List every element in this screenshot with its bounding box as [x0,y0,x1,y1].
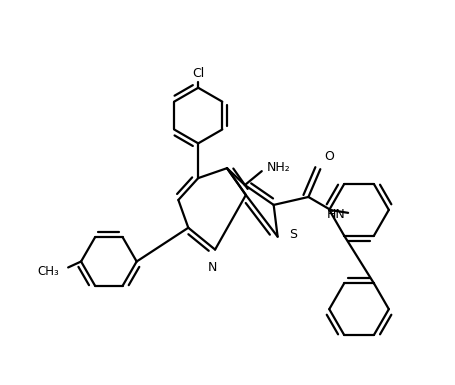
Text: O: O [324,150,334,163]
Text: S: S [289,228,297,241]
Text: NH₂: NH₂ [266,161,290,174]
Text: CH₃: CH₃ [37,265,59,278]
Text: N: N [207,261,216,275]
Text: Cl: Cl [192,67,204,80]
Text: HN: HN [326,208,345,221]
